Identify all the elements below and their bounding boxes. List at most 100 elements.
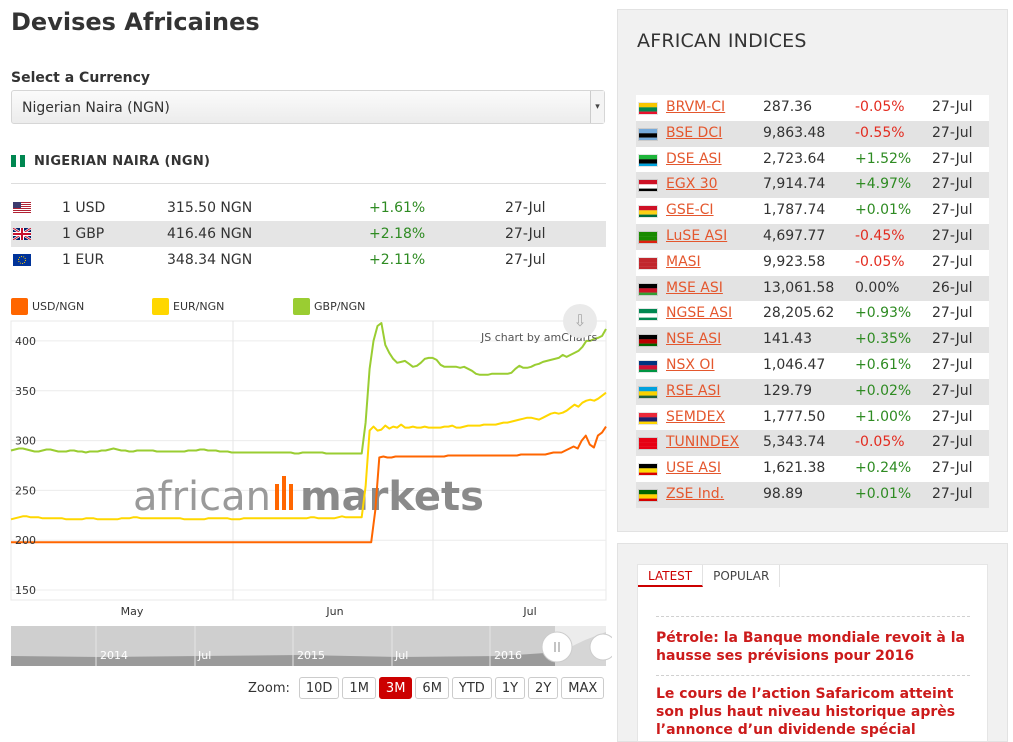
index-date: 27-Jul: [932, 434, 973, 451]
navigator-right-handle[interactable]: [589, 633, 612, 661]
indices-title: AFRICAN INDICES: [637, 30, 807, 52]
navigator-label: 2016: [494, 649, 522, 662]
rate-date: 27-Jul: [505, 252, 546, 268]
navigator-left-handle[interactable]: [541, 631, 573, 663]
currency-select[interactable]: Nigerian Naira (NGN) ▾: [11, 90, 605, 124]
index-row: ZSE Ind. 98.89 +0.01% 27-Jul: [636, 481, 989, 508]
index-change: +1.52%: [855, 150, 912, 167]
legend-item[interactable]: EUR/NGN: [152, 298, 224, 315]
index-name-link[interactable]: MSE ASI: [666, 279, 723, 296]
index-row: BSE DCI 9,863.48 -0.55% 27-Jul: [636, 120, 989, 147]
uk-flag-icon: [13, 228, 31, 240]
index-row: NSE ASI 141.43 +0.35% 27-Jul: [636, 327, 989, 353]
index-change: -0.45%: [855, 227, 905, 244]
rate-date: 27-Jul: [505, 226, 546, 242]
index-date: 26-Jul: [932, 279, 973, 296]
botswana-flag-icon: [638, 127, 658, 141]
index-value: 141.43: [763, 331, 812, 348]
namibia-flag-icon: [638, 359, 658, 373]
kenya-flag-icon: [638, 334, 658, 348]
index-name-link[interactable]: RSE ASI: [666, 382, 721, 399]
index-name-link[interactable]: USE ASI: [666, 460, 722, 477]
y-tick-label: 350: [15, 385, 36, 398]
index-value: 7,914.74: [763, 176, 826, 193]
rate-row: 1 EUR 348.34 NGN +2.11% 27-Jul: [11, 247, 606, 273]
y-tick-label: 150: [15, 584, 36, 597]
zoom-1m-button[interactable]: 1M: [342, 677, 376, 699]
download-icon[interactable]: ⇩: [563, 304, 597, 338]
chart-credit[interactable]: JS chart by amCharts: [481, 331, 598, 344]
index-name-link[interactable]: GSE-CI: [666, 202, 714, 219]
series-line: [10, 322, 607, 455]
divider: [656, 616, 970, 617]
egypt-flag-icon: [638, 179, 658, 193]
index-value: 1,621.38: [763, 460, 826, 477]
zoom-10d-button[interactable]: 10D: [298, 677, 340, 699]
x-tick-label: Jul: [522, 605, 536, 618]
index-name-link[interactable]: BRVM-CI: [666, 99, 726, 115]
legend-swatch: [293, 298, 310, 315]
line-chart[interactable]: african markets 400 350 300 250 200 150 May Jun…: [0, 300, 612, 672]
zoom-3m-button[interactable]: 3M: [378, 677, 413, 699]
index-name-link[interactable]: BSE DCI: [666, 124, 723, 141]
zoom-1y-button[interactable]: 1Y: [494, 677, 526, 699]
currency-select-value: Nigerian Naira (NGN): [22, 100, 170, 116]
index-name-link[interactable]: DSE ASI: [666, 150, 722, 167]
zoom-max-button[interactable]: MAX: [561, 677, 605, 699]
zoom-6m-button[interactable]: 6M: [415, 677, 449, 699]
index-row: EGX 30 7,914.74 +4.97% 27-Jul: [636, 172, 989, 199]
series-line: [10, 391, 607, 521]
zimbabwe-flag-icon: [638, 488, 658, 502]
index-row: BRVM-CI 287.36 -0.05% 27-Jul: [636, 95, 989, 121]
rate-change: +2.18%: [369, 226, 426, 242]
zoom-ytd-button[interactable]: YTD: [451, 677, 492, 699]
nigeria-flag-icon: [638, 308, 658, 322]
index-date: 27-Jul: [932, 227, 973, 244]
index-date: 27-Jul: [932, 176, 973, 193]
index-value: 287.36: [763, 99, 812, 115]
index-name-link[interactable]: ZSE Ind.: [666, 485, 725, 502]
index-value: 9,863.48: [763, 124, 826, 141]
index-value: 129.79: [763, 382, 812, 399]
watermark-logo: african markets: [133, 474, 484, 520]
index-row: RSE ASI 129.79 +0.02% 27-Jul: [636, 378, 989, 405]
index-value: 28,205.62: [763, 305, 835, 322]
index-change: +0.02%: [855, 382, 912, 399]
rate-change: +2.11%: [369, 252, 426, 268]
index-name-link[interactable]: MASI: [666, 253, 701, 270]
index-name-link[interactable]: EGX 30: [666, 176, 718, 193]
indices-table: BRVM-CI 287.36 -0.05% 27-Jul BSE DCI 9,863.48…: [636, 95, 989, 508]
index-name-link[interactable]: SEMDEX: [666, 408, 726, 425]
rate-base: 1 USD: [62, 200, 106, 216]
index-change: +4.97%: [855, 176, 912, 193]
tab-latest[interactable]: LATEST: [638, 565, 704, 587]
index-date: 27-Jul: [932, 305, 973, 322]
index-change: +0.01%: [855, 202, 912, 219]
index-change: -0.05%: [855, 434, 905, 451]
news-item[interactable]: Le cours de l’action Safaricom atteint s…: [656, 686, 956, 738]
index-change: +1.00%: [855, 408, 912, 425]
index-name-link[interactable]: LuSE ASI: [666, 227, 728, 244]
rate-row: 1 USD 315.50 NGN +1.61% 27-Jul: [11, 195, 606, 221]
uganda-flag-icon: [638, 463, 658, 477]
index-name-link[interactable]: TUNINDEX: [666, 434, 740, 451]
legend-item[interactable]: USD/NGN: [11, 298, 84, 315]
index-date: 27-Jul: [932, 124, 973, 141]
tab-popular[interactable]: POPULAR: [703, 565, 781, 587]
index-name-link[interactable]: NSX OI: [666, 356, 715, 373]
zoom-2y-button[interactable]: 2Y: [528, 677, 559, 699]
legend-label: GBP/NGN: [314, 300, 366, 313]
index-value: 2,723.64: [763, 150, 826, 167]
tunisia-flag-icon: [638, 437, 658, 451]
navigator-label: Jul: [394, 649, 408, 662]
rate-base: 1 EUR: [62, 252, 105, 268]
index-row: LuSE ASI 4,697.77 -0.45% 27-Jul: [636, 223, 989, 250]
series-line: [11, 426, 607, 544]
news-item[interactable]: Pétrole: la Banque mondiale revoit à la …: [656, 630, 965, 664]
index-value: 13,061.58: [763, 279, 835, 296]
zambia-flag-icon: [638, 230, 658, 244]
tanzania-flag-icon: [638, 153, 658, 167]
legend-item[interactable]: GBP/NGN: [293, 298, 365, 315]
index-name-link[interactable]: NGSE ASI: [666, 305, 733, 322]
index-name-link[interactable]: NSE ASI: [666, 331, 722, 348]
